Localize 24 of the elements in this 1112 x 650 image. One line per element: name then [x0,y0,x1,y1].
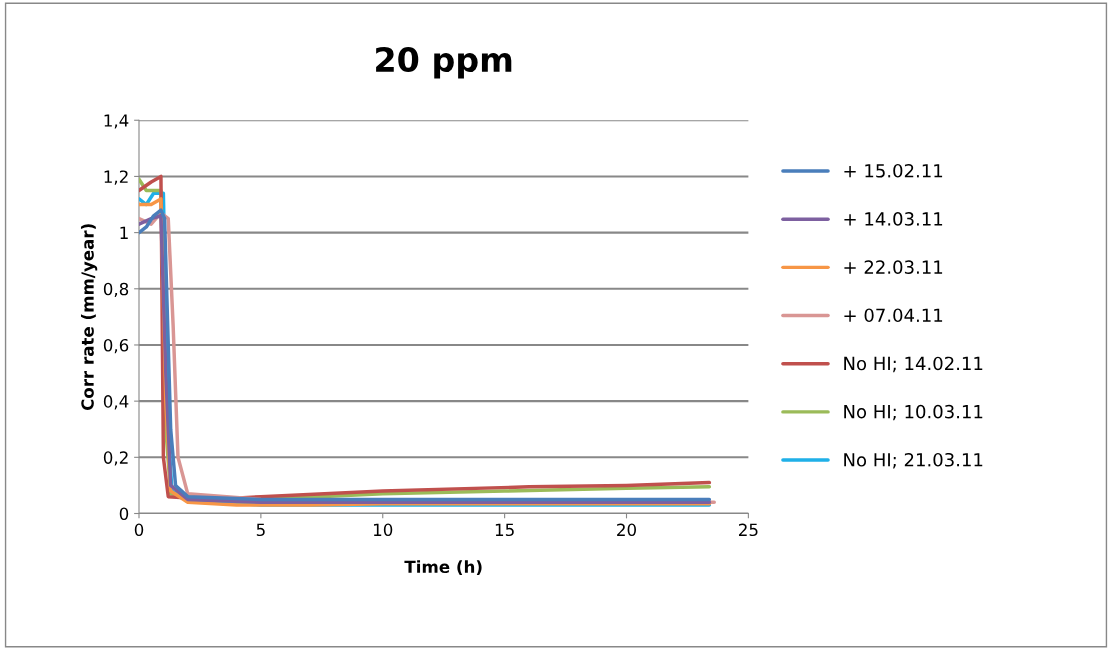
legend-label: + 15.02.11 [844,163,943,178]
legend-label: + 14.03.11 [844,212,943,226]
y-tick-label: 1 [120,226,128,239]
legend-label: No HI; 21.03.11 [844,452,983,469]
y-tick-label: 0,4 [103,395,129,410]
x-axis-title: Time (h) [404,560,482,576]
legend-label: No HI; 14.02.11 [844,356,983,373]
legend-label: + 22.03.11 [844,260,943,274]
y-tick-label: 0,8 [103,282,129,298]
x-tick-label: 10 [373,523,393,537]
legend-label: No HI; 10.03.11 [844,404,983,421]
x-tick-label: 20 [617,523,636,537]
y-tick-label: 1,4 [104,114,129,129]
x-tick-label: 15 [495,523,514,537]
x-tick-label: 25 [738,523,758,537]
y-tick-label: 0,2 [103,451,128,466]
y-tick-label: 0,6 [103,338,129,354]
y-tick-label: 1,2 [104,170,128,185]
y-tick-label: 0 [119,507,129,521]
y-axis-title: Corr rate (mm/year) [80,224,98,411]
x-tick-label: 5 [256,523,265,537]
legend-label: + 07.04.11 [844,308,943,323]
x-tick-label: 0 [134,523,144,537]
chart-title: 20 ppm [376,46,512,79]
